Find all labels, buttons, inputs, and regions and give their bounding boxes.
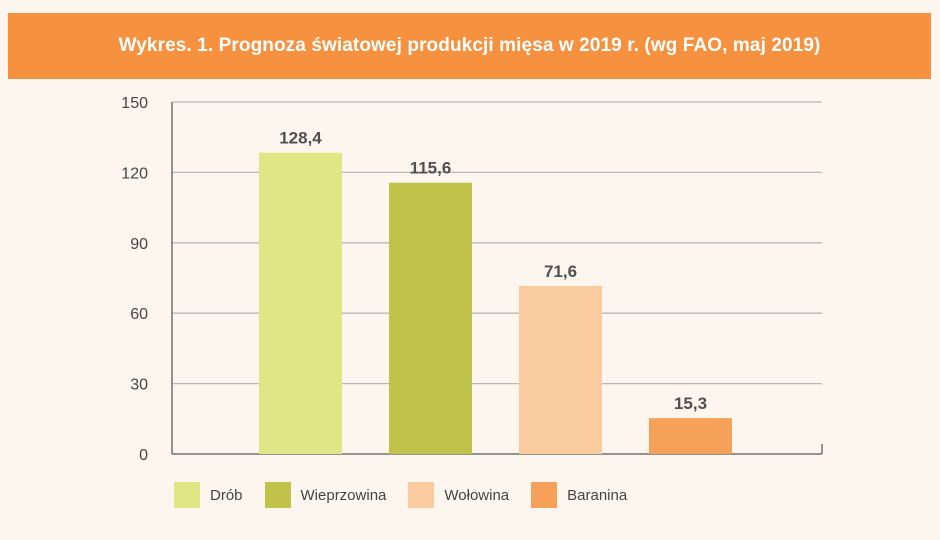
legend-label: Wieprzowina — [300, 486, 387, 504]
data-label: 128,4 — [279, 129, 322, 148]
legend-label: Wołowina — [444, 486, 510, 504]
legend-item-wieprzowina: Wieprzowina — [264, 482, 387, 508]
legend-swatch — [264, 482, 291, 508]
bar-drób — [259, 152, 342, 455]
bar-wieprzowina — [389, 182, 472, 454]
legend-item-wolowina: Wołowina — [408, 482, 509, 508]
legend-item-drob: Drób — [174, 482, 243, 508]
data-label: 15,3 — [674, 394, 707, 413]
y-tick-label: 120 — [121, 165, 148, 182]
data-label: 115,6 — [410, 159, 452, 178]
y-tick-label: 150 — [121, 95, 148, 112]
y-tick-label: 60 — [130, 306, 148, 323]
bar-baranina — [649, 418, 732, 454]
legend-swatch — [531, 482, 558, 508]
legend-label: Drób — [210, 486, 243, 504]
bar-wołowina — [519, 285, 602, 454]
y-tick-label: 30 — [130, 377, 148, 394]
legend-swatch — [174, 482, 200, 508]
chart-title: Wykres. 1. Prognoza światowej produkcji … — [118, 35, 821, 56]
legend-swatch — [408, 482, 435, 508]
legend-label: Baranina — [567, 486, 628, 504]
chart-title-bar: Wykres. 1. Prognoza światowej produkcji … — [8, 13, 931, 79]
chart-legend: Drób Wieprzowina Wołowina Baranina — [174, 482, 649, 508]
legend-item-baranina: Baranina — [531, 482, 627, 508]
data-label: 71,6 — [544, 262, 577, 281]
y-tick-label: 0 — [139, 447, 148, 464]
y-tick-label: 90 — [130, 236, 148, 253]
